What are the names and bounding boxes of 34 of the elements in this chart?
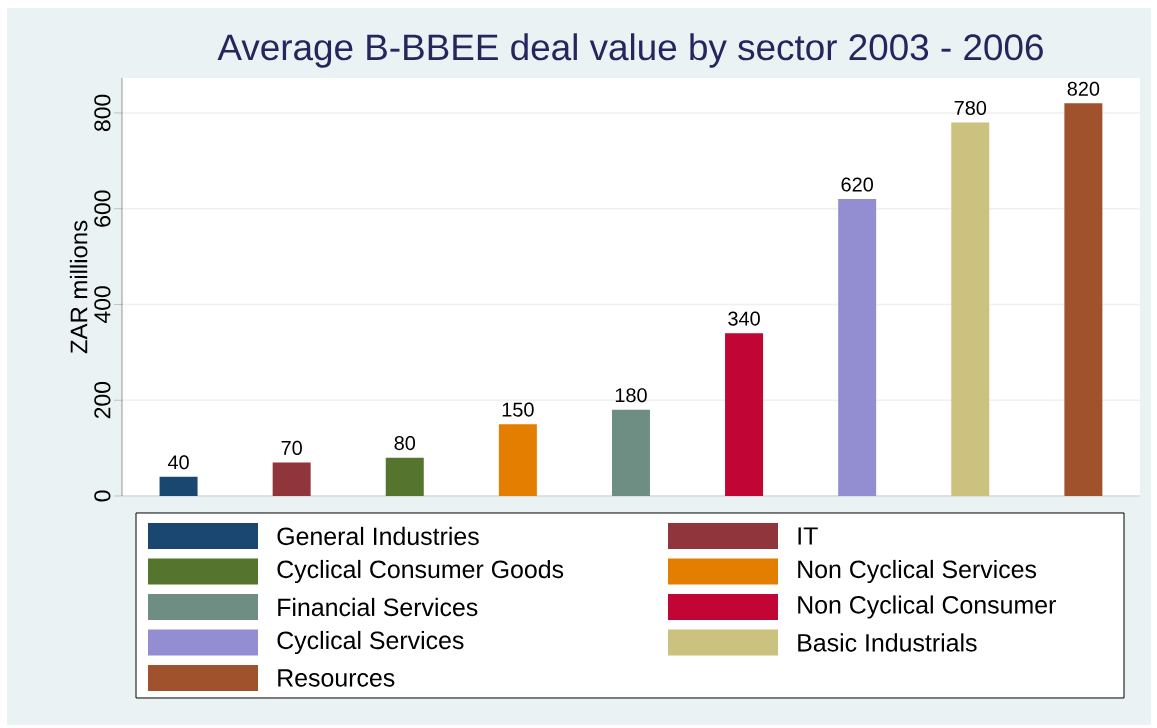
- bar: [838, 199, 877, 496]
- bar: [385, 457, 424, 496]
- legend-label: Basic Industrials: [798, 633, 977, 652]
- data-label: 70: [281, 440, 302, 455]
- data-label: 40: [167, 455, 189, 470]
- legend-label: Non Cyclical Services: [798, 559, 1037, 584]
- data-label: 620: [841, 177, 873, 192]
- legend-label: Resources: [278, 669, 395, 687]
- y-axis-title: ZAR millions: [69, 220, 88, 354]
- y-tick-label: 200: [94, 382, 111, 419]
- y-tick-label: 0: [94, 490, 111, 502]
- legend-label: Non Cyclical Consumer: [798, 595, 1056, 619]
- data-label: 820: [1067, 81, 1100, 96]
- data-label: 80: [394, 436, 416, 451]
- legend-label: Financial Services: [278, 597, 478, 617]
- y-tick-label: 600: [94, 190, 111, 227]
- bar: [498, 424, 537, 496]
- bar: [159, 476, 198, 496]
- chart-title: Average B-BBEE deal value by sector 2003 - 2006: [217, 33, 1043, 68]
- legend-label: General Industries: [277, 526, 479, 546]
- y-tick-label: 400: [94, 286, 111, 324]
- legend-label: IT: [798, 527, 818, 545]
- data-label: 180: [615, 388, 647, 403]
- data-label: 780: [954, 100, 987, 115]
- bar: [272, 462, 311, 496]
- data-label: 340: [728, 311, 760, 326]
- bar: [951, 122, 990, 496]
- bar: [725, 333, 764, 496]
- bar: [611, 409, 650, 496]
- legend-label: Cyclical Services: [277, 630, 464, 655]
- y-tick-label: 800: [94, 94, 111, 132]
- legend-label: Cyclical Consumer Goods: [277, 559, 564, 584]
- bar: [1064, 103, 1103, 496]
- data-label: 150: [502, 402, 534, 417]
